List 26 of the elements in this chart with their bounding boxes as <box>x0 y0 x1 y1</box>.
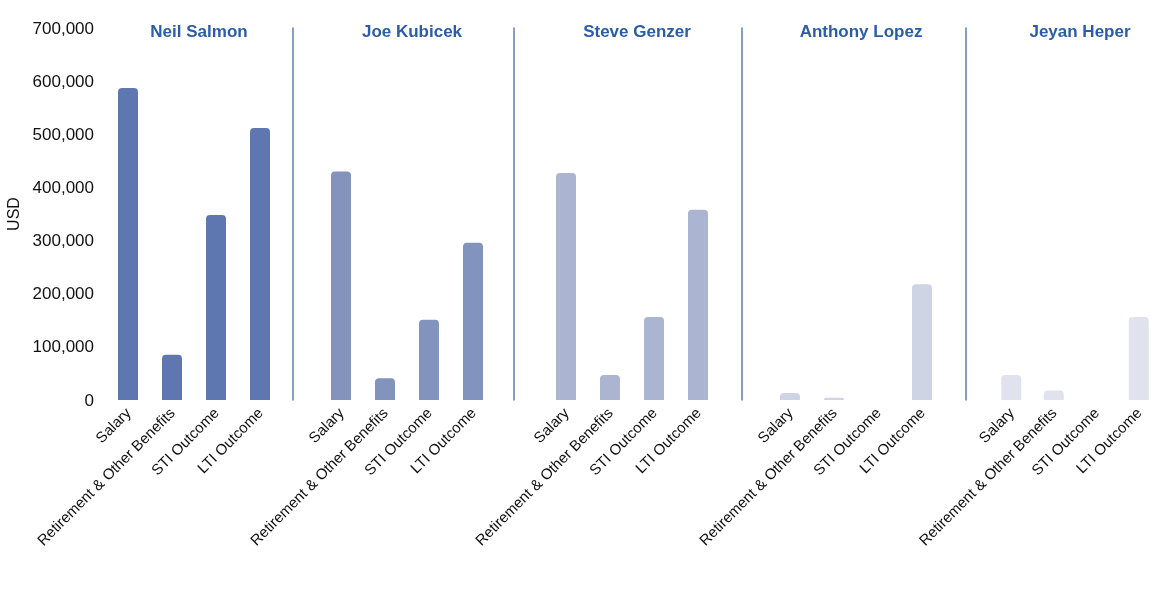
y-axis-title: USD <box>5 197 23 231</box>
bar <box>688 209 708 400</box>
y-tick-label: 200,000 <box>32 284 94 304</box>
bar <box>556 173 576 400</box>
y-tick-label: 500,000 <box>32 124 94 144</box>
bar <box>118 88 138 400</box>
chart-title: Joe Kubicek <box>361 22 463 41</box>
chart-title: Anthony Lopez <box>799 22 923 41</box>
bar <box>375 378 395 400</box>
bar <box>463 242 483 400</box>
bar <box>600 375 620 400</box>
bar <box>644 317 664 400</box>
y-tick-label: 100,000 <box>32 337 94 357</box>
chart-title: Jeyan Heper <box>1029 22 1131 41</box>
bar <box>331 171 351 400</box>
y-tick-label: 400,000 <box>32 177 94 197</box>
y-tick-label: 700,000 <box>32 18 94 38</box>
y-tick-label: 0 <box>84 390 94 410</box>
y-tick-label: 300,000 <box>32 231 94 251</box>
bar <box>250 127 270 400</box>
bar <box>419 319 439 400</box>
bar <box>206 215 226 400</box>
chart-title: Neil Salmon <box>150 22 248 41</box>
y-tick-label: 600,000 <box>32 71 94 91</box>
chart-title: Steve Genzer <box>583 22 692 41</box>
bar <box>162 354 182 400</box>
